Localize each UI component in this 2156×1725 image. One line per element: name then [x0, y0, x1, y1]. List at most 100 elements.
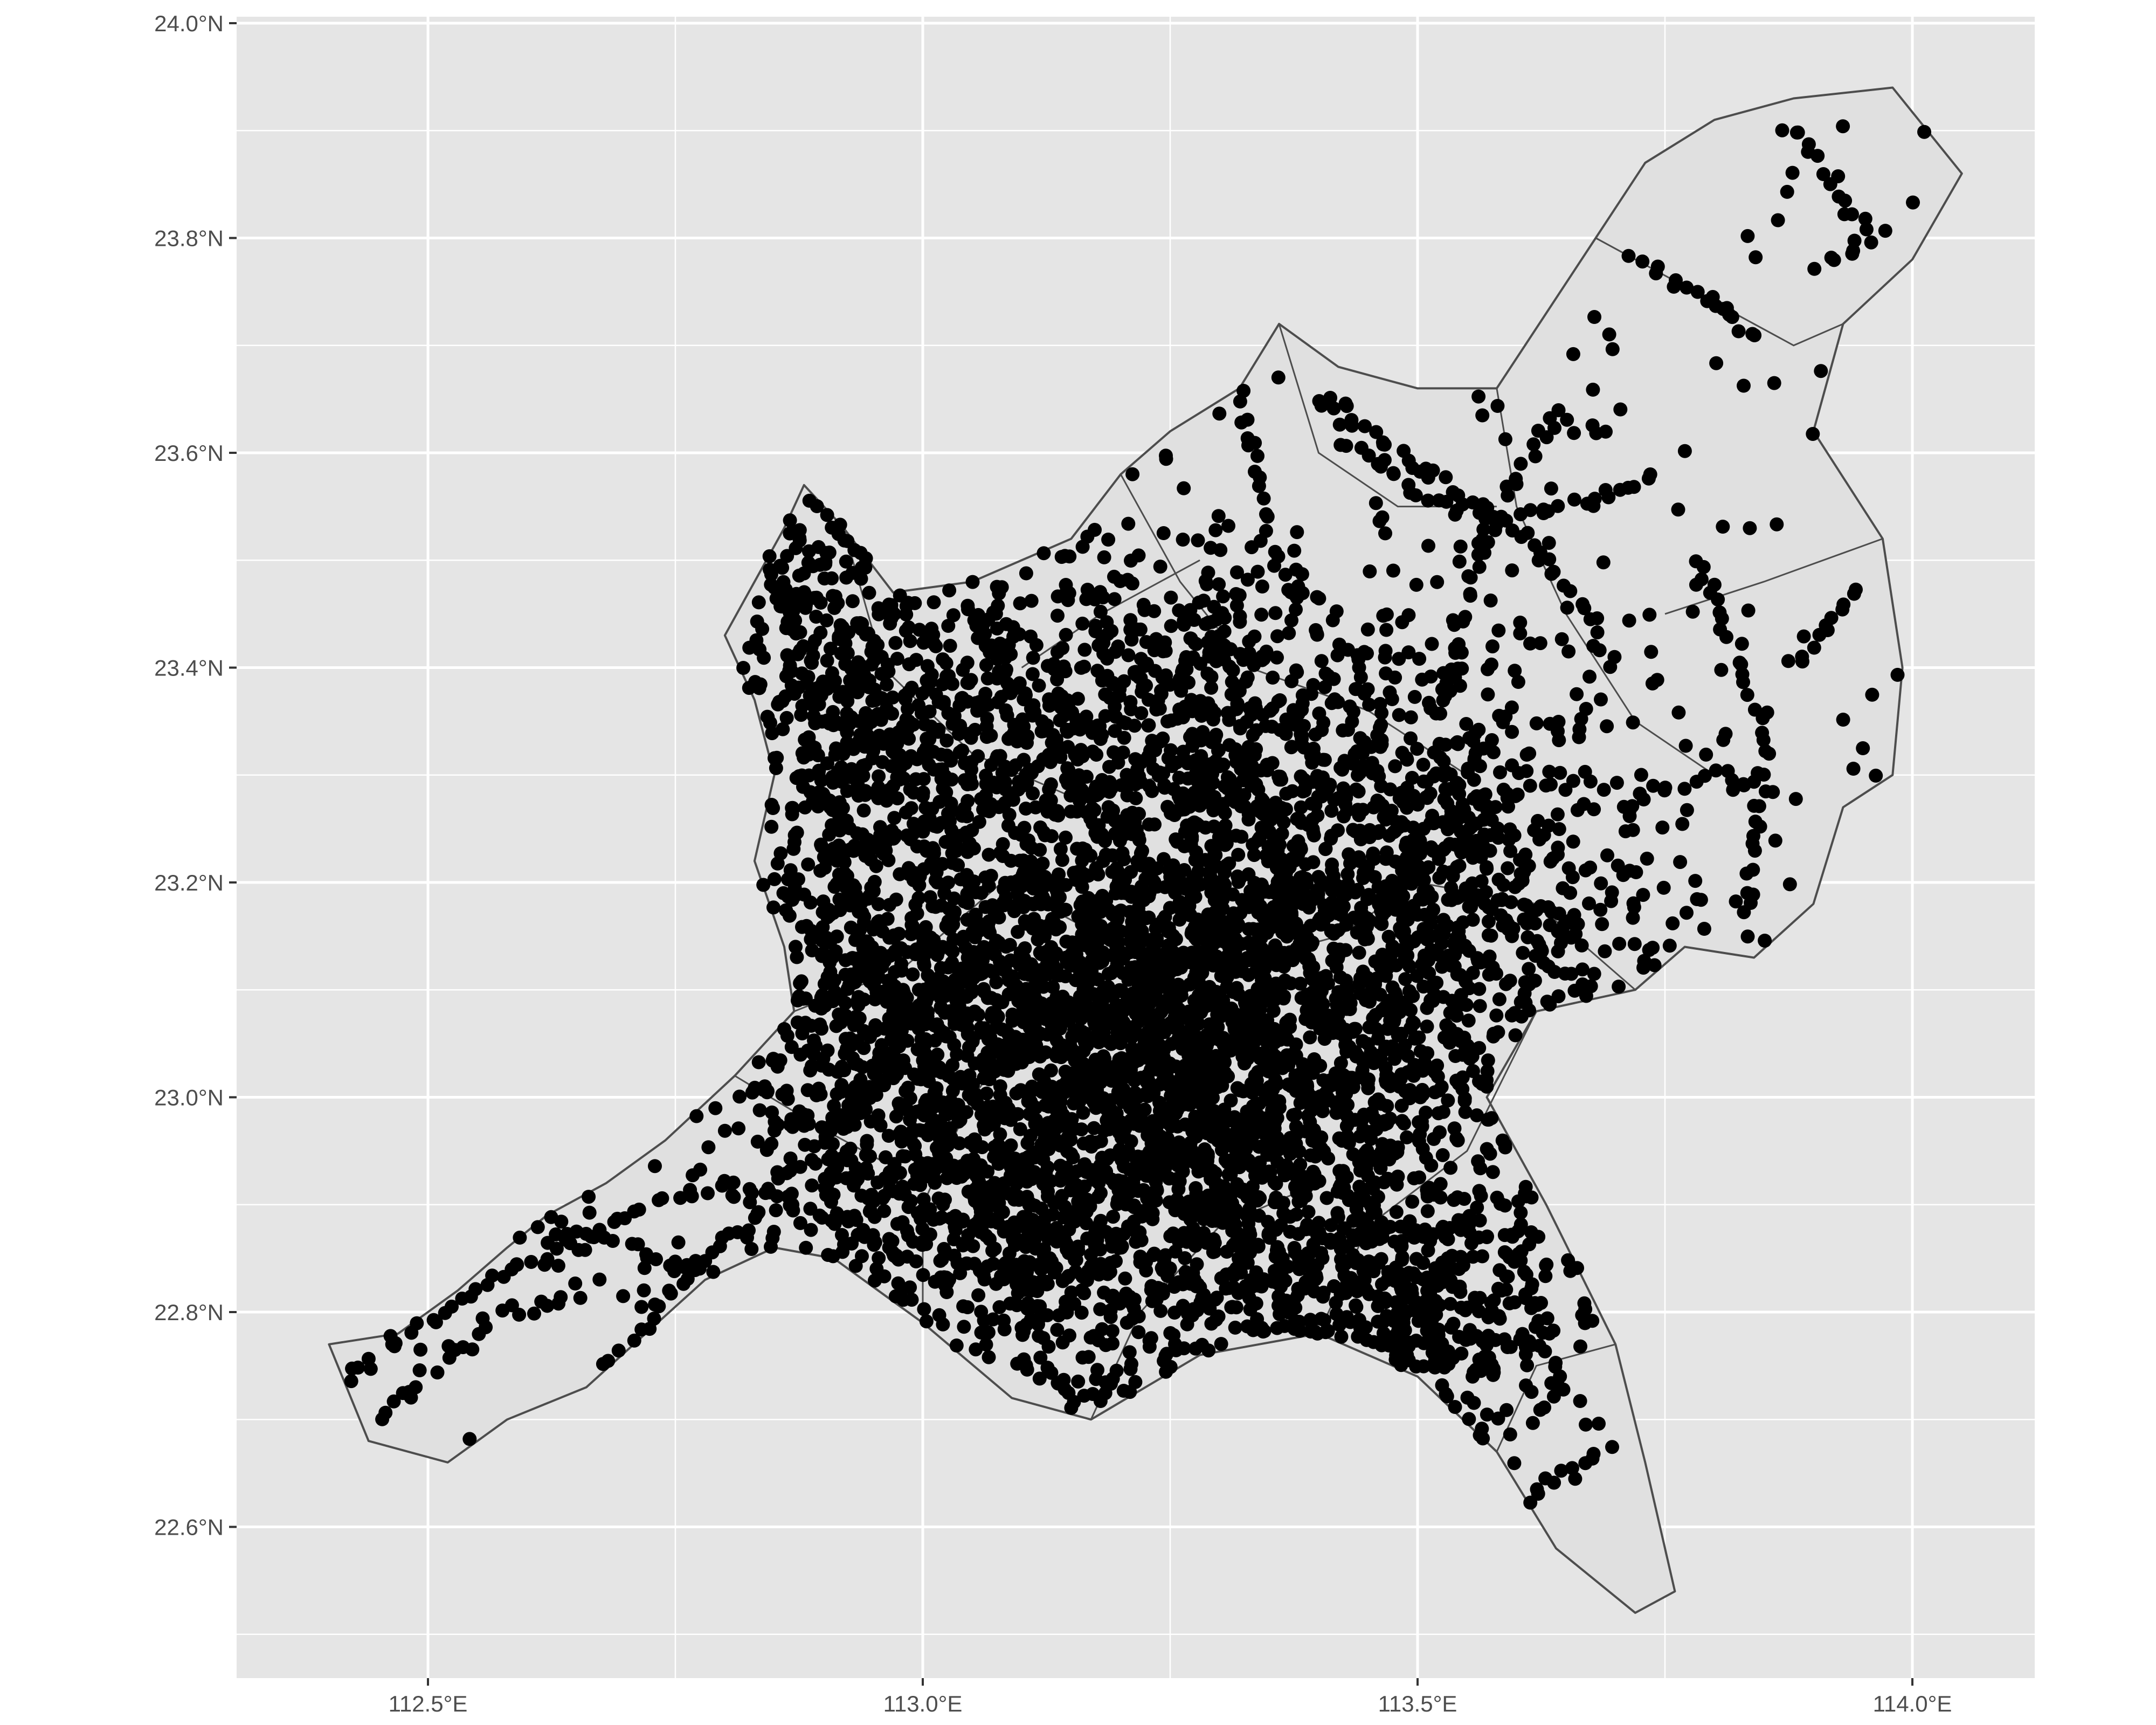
location-point [1224, 920, 1238, 934]
location-point [1147, 875, 1162, 889]
location-point [1242, 1137, 1256, 1151]
location-point [945, 1058, 960, 1072]
location-point [1279, 976, 1293, 990]
location-point [1100, 1096, 1114, 1111]
location-point [1579, 702, 1593, 716]
location-point [1267, 1096, 1281, 1111]
location-point [1303, 1030, 1317, 1045]
location-point [1600, 848, 1614, 862]
location-point [960, 794, 975, 808]
location-point [1184, 891, 1199, 906]
location-point [900, 945, 915, 960]
location-point [1231, 875, 1246, 889]
location-point [959, 825, 973, 840]
location-point [856, 803, 871, 818]
location-point [1230, 1178, 1245, 1193]
location-point [1247, 629, 1262, 644]
location-point [1303, 1148, 1318, 1163]
location-point [820, 1043, 835, 1058]
location-point [1047, 1265, 1062, 1280]
location-point [1047, 662, 1061, 677]
location-point [1005, 1013, 1020, 1028]
location-point [1077, 1286, 1091, 1300]
location-point [1284, 740, 1298, 755]
location-point [1098, 709, 1112, 723]
location-point [1250, 965, 1264, 979]
location-point [1017, 1282, 1031, 1297]
location-point [1209, 654, 1224, 668]
location-point [966, 1077, 980, 1092]
location-point [1339, 1119, 1354, 1133]
location-point [1511, 675, 1525, 689]
location-point [909, 1254, 923, 1268]
location-point [766, 1052, 780, 1066]
location-point [1554, 632, 1569, 646]
location-point [1304, 1089, 1319, 1104]
location-point [1503, 844, 1518, 858]
location-point [798, 1016, 813, 1030]
location-point [1289, 562, 1303, 577]
location-point [1032, 1329, 1046, 1343]
location-point [1466, 913, 1480, 927]
location-point [948, 905, 962, 920]
location-point [903, 782, 917, 797]
location-point [954, 691, 969, 706]
location-point [794, 974, 808, 989]
location-point [916, 772, 931, 786]
location-point [1242, 646, 1256, 660]
location-point [1176, 533, 1190, 547]
location-point [977, 982, 991, 996]
location-point [820, 970, 835, 984]
location-point [1081, 1350, 1096, 1364]
location-point [1521, 930, 1535, 944]
location-point [986, 1257, 1000, 1271]
location-point [1048, 1091, 1063, 1105]
location-point [1036, 979, 1051, 994]
location-point [780, 1029, 794, 1043]
location-point [1550, 807, 1565, 822]
location-point [1270, 650, 1284, 665]
location-point [1001, 1064, 1015, 1078]
location-point [1351, 784, 1366, 799]
location-point [701, 1140, 716, 1155]
location-point [1120, 988, 1134, 1002]
location-point [1180, 818, 1194, 833]
location-point [1318, 680, 1332, 694]
location-point [1090, 664, 1105, 678]
location-point [1113, 1119, 1128, 1134]
location-point [1248, 1068, 1262, 1083]
location-point [1297, 772, 1311, 787]
location-point [1218, 818, 1233, 833]
location-point [936, 652, 950, 667]
location-point [1379, 1221, 1394, 1236]
location-point [1330, 1184, 1345, 1199]
location-point [767, 872, 782, 886]
location-point [1230, 565, 1244, 579]
location-point [1016, 1216, 1031, 1230]
location-point [1050, 804, 1065, 818]
location-point [1013, 946, 1028, 960]
location-point [1088, 592, 1102, 606]
location-point [872, 1251, 886, 1265]
location-point [1024, 594, 1039, 608]
location-point [1075, 616, 1090, 631]
location-point [1254, 608, 1269, 622]
location-point [960, 1300, 975, 1314]
location-point [1004, 853, 1018, 868]
location-point [1443, 1161, 1458, 1175]
location-point [1583, 670, 1597, 684]
location-point [793, 1216, 807, 1230]
location-point [1314, 917, 1328, 932]
location-point [1346, 1147, 1360, 1162]
location-point [1305, 972, 1319, 986]
location-point [1263, 703, 1277, 718]
location-point [1163, 1229, 1178, 1244]
location-point [1293, 1096, 1308, 1110]
location-point [1019, 566, 1033, 581]
location-point [1053, 1158, 1068, 1173]
location-point [996, 1205, 1010, 1219]
location-point [1204, 862, 1219, 877]
location-point [1310, 627, 1324, 642]
location-point [1109, 1363, 1124, 1378]
location-point [1074, 743, 1088, 757]
